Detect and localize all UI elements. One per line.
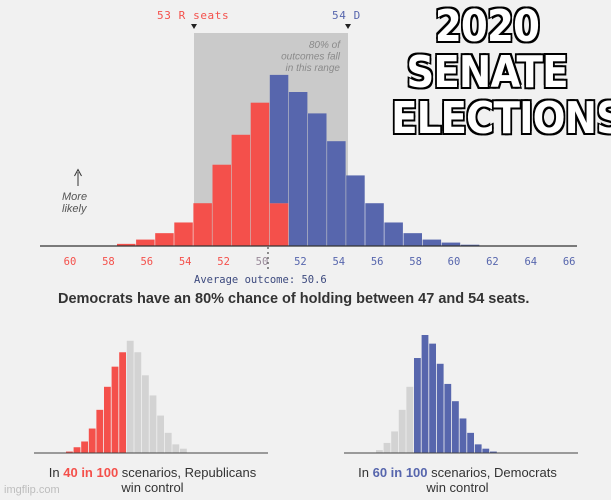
bar	[149, 395, 157, 453]
range-end-label: 54 D	[332, 9, 361, 22]
subcaption-text: scenarios, Republicans	[118, 465, 257, 480]
bar	[459, 418, 467, 453]
bar	[398, 409, 406, 453]
range-start-label: 53 R seats	[157, 9, 229, 22]
bar-democrat	[346, 175, 365, 246]
bar-democrat	[365, 203, 384, 246]
bar	[414, 358, 421, 453]
bar	[383, 442, 391, 453]
republican-control-histogram	[34, 340, 268, 454]
bar	[436, 363, 444, 453]
democrat-subcaption: In 60 in 100 scenarios, Democrats win co…	[340, 465, 575, 495]
bar-democrat	[460, 244, 480, 246]
bar-democrat	[327, 141, 346, 246]
bar	[104, 386, 111, 453]
bar	[474, 444, 482, 453]
subcaption-highlight: 60 in 100	[372, 465, 428, 480]
bar	[376, 450, 383, 453]
bar	[88, 428, 96, 453]
meme-title-line: ELECTIONS	[390, 93, 611, 144]
x-tick-label: 54	[332, 256, 345, 268]
x-tick-label: 62	[486, 256, 499, 268]
x-tick-label: 66	[563, 256, 576, 268]
main-histogram: 60 58 56 54 52 50 52 54 56 58 60 62 64 66 Average out…	[40, 9, 577, 286]
x-tick-label: 56	[371, 256, 384, 268]
bar	[73, 447, 81, 453]
watermark: imgflip.com	[4, 484, 60, 496]
chart-caption: Democrats have an 80% chance of holding …	[58, 291, 530, 307]
range-note-line: 80% of	[309, 40, 341, 51]
bar	[490, 451, 497, 453]
republican-subcaption: In 40 in 100 scenarios, Republicans win …	[30, 465, 275, 495]
x-tick-label: 64	[524, 256, 537, 268]
range-note-line: outcomes fall	[281, 52, 341, 63]
bar	[111, 366, 119, 453]
bar	[391, 431, 398, 453]
bar	[467, 432, 474, 453]
x-tick-label: 60	[448, 256, 461, 268]
bar-republican	[269, 203, 289, 246]
bar	[81, 441, 88, 453]
bar-republican	[231, 134, 251, 246]
bar-democrat	[269, 74, 289, 204]
bar	[96, 409, 104, 453]
bar-republican	[155, 233, 174, 246]
bar	[444, 383, 452, 453]
y-note-line: More	[62, 191, 87, 203]
subcaption-text: win control	[426, 480, 489, 495]
average-outcome-label: Average outcome: 50.6	[194, 274, 327, 286]
subcaption-text: In	[358, 465, 373, 480]
bar	[66, 451, 73, 453]
bar	[126, 340, 134, 453]
bar	[429, 343, 436, 453]
bar-democrat	[384, 222, 403, 246]
democrat-control-histogram	[344, 335, 578, 454]
x-tick-label: 54	[179, 256, 192, 268]
meme-title-line: SENATE	[405, 47, 569, 98]
subcaption-text: win control	[121, 480, 184, 495]
range-start-marker-icon	[191, 24, 197, 29]
bar-democrat	[441, 242, 461, 246]
subcaption-highlight: 40 in 100	[63, 465, 119, 480]
subcaption-text: In	[48, 465, 64, 480]
bar	[482, 448, 490, 453]
bar	[421, 335, 429, 453]
bar	[406, 386, 414, 453]
bar-republican	[136, 239, 155, 246]
bar-democrat	[308, 113, 327, 246]
x-tick-label: 50	[256, 256, 269, 268]
bar-democrat	[288, 92, 308, 246]
bar	[119, 352, 126, 453]
bar-democrat	[403, 233, 422, 246]
x-tick-label: 52	[294, 256, 307, 268]
meme-title: 2020 SENATE ELECTIONS	[390, 1, 611, 144]
bar-republican	[193, 203, 212, 246]
bar-republican	[174, 222, 193, 246]
bar	[172, 444, 180, 453]
bar-republican	[212, 164, 231, 246]
up-arrow-head-icon	[74, 168, 82, 177]
bar	[157, 415, 164, 453]
x-tick-label: 58	[409, 256, 422, 268]
bar	[180, 448, 187, 453]
bar	[142, 375, 149, 453]
bar-republican	[250, 102, 270, 246]
meme-title-line: 2020	[434, 1, 541, 52]
x-tick-label: 52	[217, 256, 230, 268]
y-note-line: likely	[62, 203, 88, 215]
bar	[452, 401, 459, 453]
subcaption-text: scenarios, Democrats	[427, 465, 557, 480]
range-note-line: in this range	[286, 63, 341, 74]
x-tick-label: 60	[64, 256, 77, 268]
bar-republican	[117, 243, 136, 246]
bar-democrat	[422, 239, 442, 246]
range-end-marker-icon	[345, 24, 351, 29]
x-tick-label: 58	[102, 256, 115, 268]
bar	[164, 432, 172, 453]
bar	[134, 352, 142, 453]
x-tick-label: 56	[140, 256, 153, 268]
